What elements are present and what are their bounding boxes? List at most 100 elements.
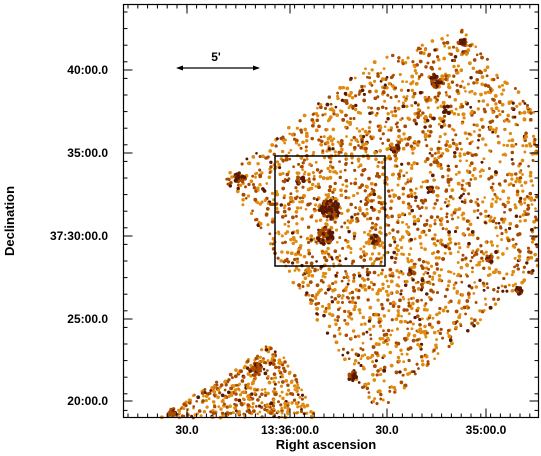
photon-dot	[257, 372, 261, 377]
photon-dot	[510, 157, 514, 161]
photon-dot	[359, 347, 363, 350]
photon-dot	[249, 211, 254, 216]
photon-dot	[357, 273, 362, 278]
photon-dot	[460, 104, 465, 109]
photon-dot	[336, 300, 340, 305]
photon-dot	[334, 340, 339, 345]
photon-dot	[474, 45, 478, 49]
photon-dot	[401, 252, 406, 256]
photon-dot	[265, 207, 270, 211]
photon-dot	[269, 401, 274, 406]
photon-dot	[353, 304, 357, 309]
photon-dot	[416, 103, 420, 107]
photon-dot	[500, 232, 504, 236]
photon-dot	[505, 289, 509, 293]
photon-dot	[297, 162, 301, 166]
photon-dot	[331, 288, 335, 293]
photon-dot	[460, 147, 463, 151]
photon-dot	[427, 322, 432, 327]
photon-dot	[461, 232, 466, 236]
photon-dot	[309, 215, 313, 219]
photon-dot	[470, 230, 475, 234]
photon-dot	[460, 183, 464, 187]
photon-dot	[369, 236, 374, 240]
photon-dot	[271, 362, 276, 366]
photon-dot	[423, 132, 428, 137]
photon-dot	[437, 91, 441, 96]
photon-dot	[498, 113, 502, 117]
photon-dot	[397, 359, 401, 363]
photon-dot	[344, 162, 348, 166]
photon-dot	[288, 132, 292, 136]
photon-dot	[440, 243, 445, 247]
photon-dot	[277, 162, 281, 167]
photon-dot	[401, 101, 405, 105]
photon-dot	[520, 158, 525, 163]
photon-dot	[230, 175, 234, 179]
photon-dot	[341, 246, 345, 250]
photon-dot	[404, 98, 408, 102]
photon-dot	[233, 374, 238, 379]
photon-dot	[316, 268, 320, 272]
photon-dot	[311, 255, 314, 259]
photon-dot	[314, 240, 318, 244]
photon-dot	[401, 146, 406, 151]
photon-dot	[305, 139, 309, 143]
photon-dot	[389, 206, 393, 210]
photon-dot	[434, 152, 437, 155]
photon-dot	[382, 379, 386, 383]
photon-dot	[363, 129, 368, 134]
photon-dot	[353, 146, 357, 150]
photon-dot	[274, 144, 278, 148]
photon-dot	[227, 177, 231, 181]
photon-dot	[352, 234, 357, 238]
photon-dot	[357, 271, 361, 275]
photon-dot	[242, 375, 246, 379]
photon-dot	[401, 192, 405, 196]
photon-dot	[231, 411, 235, 415]
photon-dot	[527, 206, 531, 210]
photon-dot	[336, 257, 340, 261]
photon-dot	[406, 178, 410, 181]
photon-dot	[518, 249, 522, 253]
photon-dot	[406, 137, 411, 141]
photon-dot	[373, 79, 377, 83]
photon-dot	[488, 305, 493, 310]
photon-dot	[482, 309, 486, 312]
photon-dot	[533, 198, 537, 202]
photon-dot	[468, 222, 473, 227]
photon-dot	[504, 153, 508, 157]
photon-dot	[338, 160, 341, 163]
photon-dot	[305, 157, 309, 161]
photon-dot	[352, 117, 356, 120]
photon-dot	[396, 248, 401, 253]
photon-dot	[460, 121, 464, 125]
photon-dot	[291, 215, 295, 220]
photon-dot	[464, 89, 467, 93]
photon-dot	[284, 214, 288, 218]
photon-dot	[379, 367, 383, 371]
photon-dot	[291, 280, 295, 285]
photon-dot	[349, 202, 354, 207]
photon-dot	[503, 119, 507, 123]
photon-dot	[399, 88, 404, 92]
photon-dot	[322, 313, 326, 318]
photon-dot	[516, 267, 520, 271]
photon-dot	[334, 228, 339, 232]
photon-dot	[300, 408, 303, 411]
photon-dot	[364, 202, 368, 206]
photon-dot	[296, 257, 299, 261]
photon-dot	[420, 264, 424, 268]
photon-dot	[450, 341, 454, 346]
photon-dot	[262, 189, 267, 193]
photon-dot	[531, 236, 535, 241]
photon-dot	[524, 143, 529, 148]
photon-dot	[317, 124, 321, 129]
photon-dot	[367, 270, 372, 275]
photon-dot	[264, 393, 268, 397]
photon-dot	[340, 98, 344, 102]
photon-dot	[370, 191, 374, 195]
photon-dot	[312, 237, 316, 241]
photon-dot	[397, 128, 401, 133]
photon-dot	[446, 284, 450, 288]
